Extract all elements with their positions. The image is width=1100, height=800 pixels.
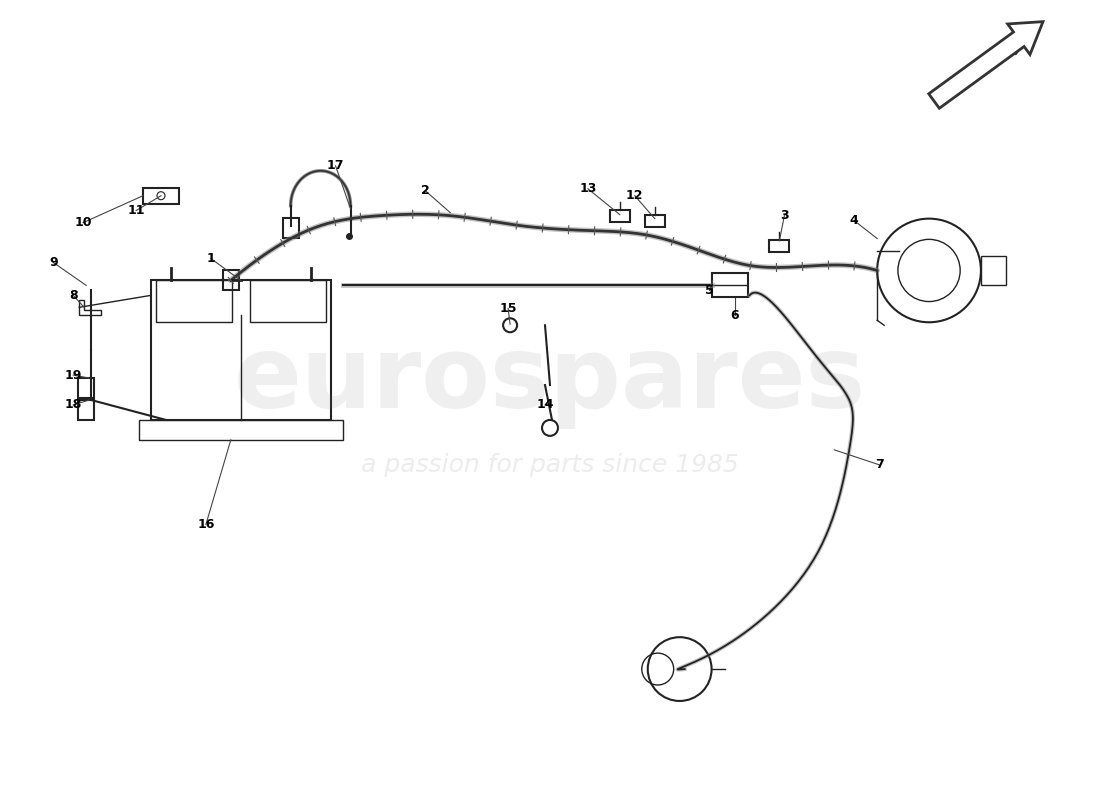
Text: 7: 7	[874, 458, 883, 471]
Bar	[645, 214, 664, 226]
Text: eurospares: eurospares	[234, 331, 866, 429]
Text: 8: 8	[69, 289, 77, 302]
Text: 14: 14	[537, 398, 553, 411]
Text: 9: 9	[48, 256, 57, 269]
Bar	[283, 218, 298, 238]
Text: 11: 11	[128, 204, 145, 217]
Bar	[712, 274, 748, 298]
Text: 12: 12	[626, 190, 644, 202]
Text: 18: 18	[65, 398, 81, 411]
Text: 19: 19	[65, 369, 81, 382]
Text: 13: 13	[580, 182, 596, 195]
Text: 5: 5	[705, 284, 714, 297]
Text: 1: 1	[207, 252, 216, 265]
Bar	[609, 210, 630, 222]
Bar	[769, 239, 790, 251]
Bar	[981, 255, 1005, 286]
Text: 4: 4	[850, 214, 859, 227]
Text: 3: 3	[780, 209, 789, 222]
Text: 16: 16	[197, 518, 215, 531]
Text: 15: 15	[499, 302, 517, 315]
Text: 6: 6	[730, 309, 739, 322]
Bar	[223, 270, 239, 290]
Text: 17: 17	[327, 159, 344, 172]
Text: 2: 2	[421, 184, 430, 198]
Bar	[78, 400, 95, 420]
FancyArrow shape	[928, 22, 1043, 108]
Bar	[78, 378, 95, 398]
Bar	[143, 188, 179, 204]
Text: 10: 10	[75, 216, 92, 229]
Text: a passion for parts since 1985: a passion for parts since 1985	[361, 453, 739, 477]
